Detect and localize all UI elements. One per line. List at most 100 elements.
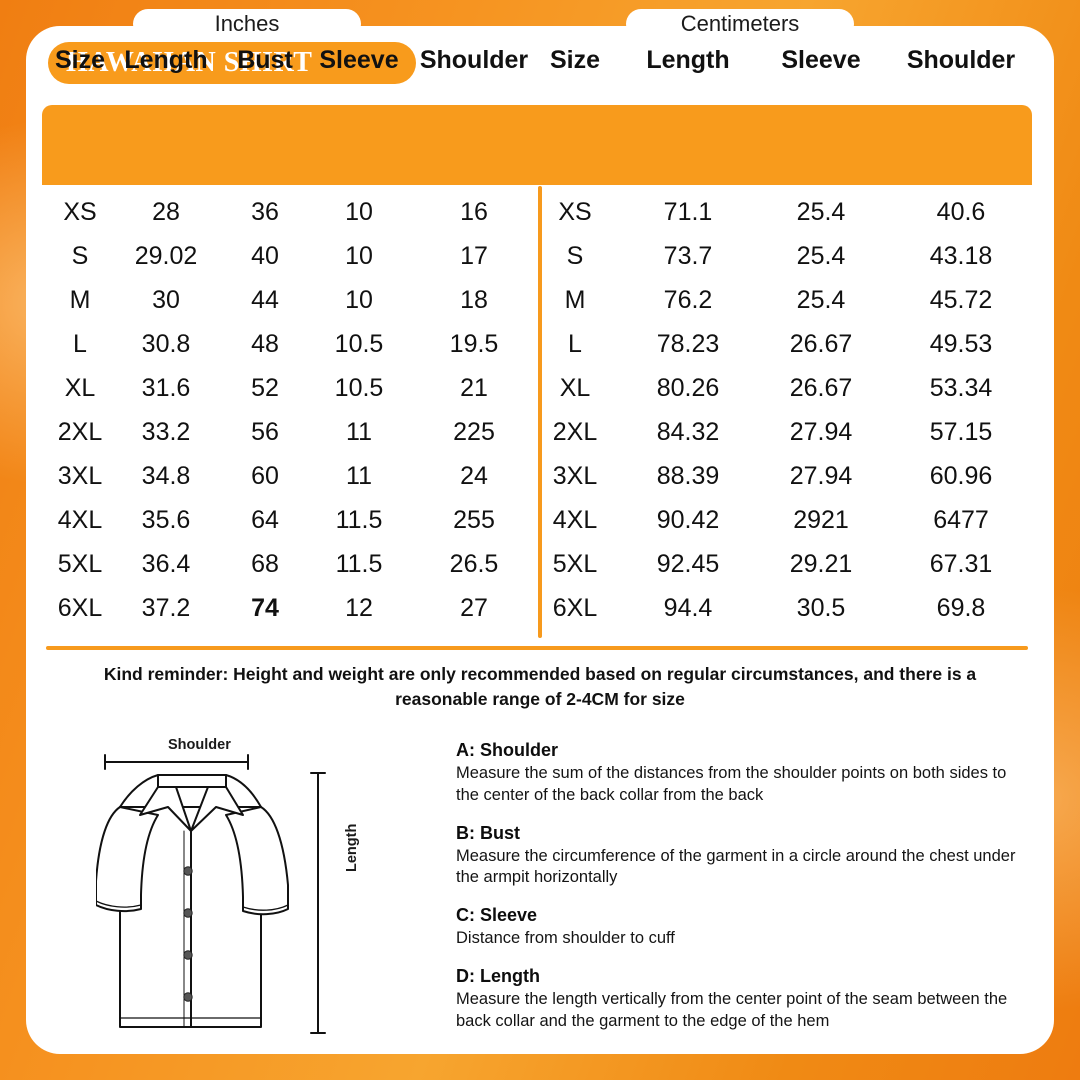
cell-cm-6xl-sleeve: 30.5 (796, 594, 846, 622)
cell-inches-5xl-bust: 68 (251, 550, 279, 578)
cell-inches-6xl-shoulder: 27 (460, 594, 488, 622)
cell-cm-xs-length: 71.1 (663, 198, 713, 226)
cell-cm-2xl-size: 2XL (552, 418, 598, 446)
instruction-block: B: Bust Measure the circumference of the … (456, 823, 1026, 890)
cell-cm-5xl-length: 92.45 (656, 550, 720, 578)
cell-inches-m-size: M (69, 286, 91, 314)
column-header-inches-size: Size (54, 46, 106, 74)
cell-inches-l-length: 30.8 (141, 330, 191, 358)
cell-inches-2xl-length: 33.2 (141, 418, 191, 446)
cell-inches-4xl-size: 4XL (57, 506, 103, 534)
cell-inches-4xl-length: 35.6 (141, 506, 191, 534)
cell-inches-2xl-sleeve: 11 (346, 418, 372, 446)
cell-inches-6xl-size: 6XL (57, 594, 103, 622)
cell-inches-xs-shoulder: 16 (460, 198, 488, 226)
cell-inches-xl-shoulder: 21 (460, 374, 488, 402)
cell-inches-xl-sleeve: 10.5 (334, 374, 384, 402)
instruction-text: Measure the circumference of the garment… (456, 846, 1016, 887)
cell-inches-6xl-sleeve: 12 (345, 594, 373, 622)
cell-cm-5xl-size: 5XL (552, 550, 598, 578)
unit-badge-centimeters-label: Centimeters (680, 11, 800, 36)
cell-cm-s-sleeve: 25.4 (796, 242, 846, 270)
page-title: HAWAIIAN SHIRT (48, 42, 416, 84)
cell-cm-4xl-size: 4XL (552, 506, 598, 534)
cell-inches-xl-size: XL (64, 374, 96, 402)
cell-cm-s-length: 73.7 (663, 242, 713, 270)
cell-inches-2xl-size: 2XL (57, 418, 103, 446)
column-header-cm-shoulder: Shoulder (906, 46, 1016, 74)
cell-inches-s-sleeve: 10 (345, 242, 373, 270)
instruction-heading: A: Shoulder (456, 740, 558, 760)
cell-inches-l-bust: 48 (251, 330, 279, 358)
cell-inches-m-length: 30 (152, 286, 180, 314)
cell-inches-4xl-sleeve: 11.5 (335, 506, 383, 534)
reminder-note: Kind reminder: Height and weight are onl… (103, 664, 977, 710)
cell-inches-2xl-bust: 56 (251, 418, 279, 446)
cell-cm-xl-size: XL (559, 374, 591, 402)
cell-inches-2xl-shoulder: 225 (453, 418, 495, 446)
cell-cm-l-shoulder: 49.53 (929, 330, 993, 358)
cell-inches-5xl-length: 36.4 (141, 550, 191, 578)
cell-cm-l-sleeve: 26.67 (789, 330, 853, 358)
cell-cm-4xl-shoulder: 6477 (933, 506, 989, 534)
cell-cm-3xl-length: 88.39 (656, 462, 720, 490)
column-header-cm-sleeve: Sleeve (781, 46, 861, 74)
cell-inches-s-bust: 40 (251, 242, 279, 270)
cell-inches-4xl-shoulder: 255 (453, 506, 495, 534)
cell-inches-6xl-length: 37.2 (141, 594, 191, 622)
cell-cm-3xl-shoulder: 60.96 (929, 462, 993, 490)
instruction-heading: B: Bust (456, 822, 520, 843)
instruction-text: Distance from shoulder to cuff (456, 929, 675, 948)
instruction-heading: D: Length (456, 965, 540, 986)
instruction-block: D: Length Measure the length vertically f… (456, 966, 1026, 1033)
cell-cm-4xl-sleeve: 2921 (793, 506, 849, 534)
cell-inches-xs-length: 28 (152, 198, 180, 226)
cell-inches-xl-bust: 52 (251, 374, 279, 402)
column-header-inches-bust: Bust (237, 46, 293, 74)
length-dimension-label: Length (344, 823, 360, 872)
cell-inches-s-length: 29.02 (134, 242, 198, 270)
unit-badge-centimeters: Centimeters (626, 9, 854, 39)
cell-inches-3xl-bust: 60 (251, 462, 279, 490)
shoulder-dimension-label: Shoulder (168, 737, 231, 753)
cell-cm-xl-length: 80.26 (656, 374, 720, 402)
cell-cm-2xl-shoulder: 57.15 (929, 418, 993, 446)
cell-inches-m-sleeve: 10 (345, 286, 373, 314)
section-divider (46, 646, 1028, 650)
cell-inches-5xl-size: 5XL (57, 550, 103, 578)
cell-cm-xs-sleeve: 25.4 (796, 198, 846, 226)
shirt-diagram: Shoulder Length (95, 735, 416, 1045)
shirt-line-art (95, 754, 326, 1034)
cell-cm-6xl-size: 6XL (552, 594, 598, 622)
measurement-instructions: A: Shoulder Measure the sum of the distan… (456, 740, 1026, 1032)
cell-inches-m-shoulder: 18 (460, 286, 488, 314)
cell-inches-xl-length: 31.6 (141, 374, 191, 402)
cell-inches-4xl-bust: 64 (251, 506, 279, 534)
page-title-text: HAWAIIAN SHIRT (66, 47, 313, 78)
instruction-text: Measure the sum of the distances from th… (456, 764, 1007, 804)
cell-cm-6xl-shoulder: 69.8 (936, 594, 986, 622)
cell-cm-4xl-length: 90.42 (656, 506, 720, 534)
instruction-text: Measure the length vertically from the c… (456, 989, 1008, 1030)
column-header-inches-length: Length (124, 46, 208, 74)
cell-inches-5xl-shoulder: 26.5 (449, 550, 499, 578)
cell-cm-5xl-sleeve: 29.21 (789, 550, 853, 578)
cell-inches-s-shoulder: 17 (460, 242, 488, 270)
cell-inches-l-size: L (73, 330, 87, 358)
cell-cm-xs-size: XS (558, 198, 592, 226)
cell-inches-s-size: S (71, 242, 89, 270)
cell-inches-5xl-sleeve: 11.5 (335, 550, 383, 578)
cell-cm-xl-shoulder: 53.34 (929, 374, 993, 402)
cell-cm-2xl-sleeve: 27.94 (789, 418, 853, 446)
cell-inches-3xl-shoulder: 24 (460, 462, 488, 490)
instruction-block: A: Shoulder Measure the sum of the distan… (456, 740, 1026, 807)
cell-inches-m-bust: 44 (251, 286, 279, 314)
unit-badge-inches: Inches (133, 9, 361, 39)
cell-inches-6xl-bust: 74 (251, 594, 279, 622)
cell-cm-m-sleeve: 25.4 (796, 286, 846, 314)
column-header-inches-sleeve: Sleeve (319, 46, 399, 74)
cell-cm-m-shoulder: 45.72 (929, 286, 993, 314)
cell-inches-xs-bust: 36 (251, 198, 279, 226)
cell-cm-5xl-shoulder: 67.31 (929, 550, 993, 578)
